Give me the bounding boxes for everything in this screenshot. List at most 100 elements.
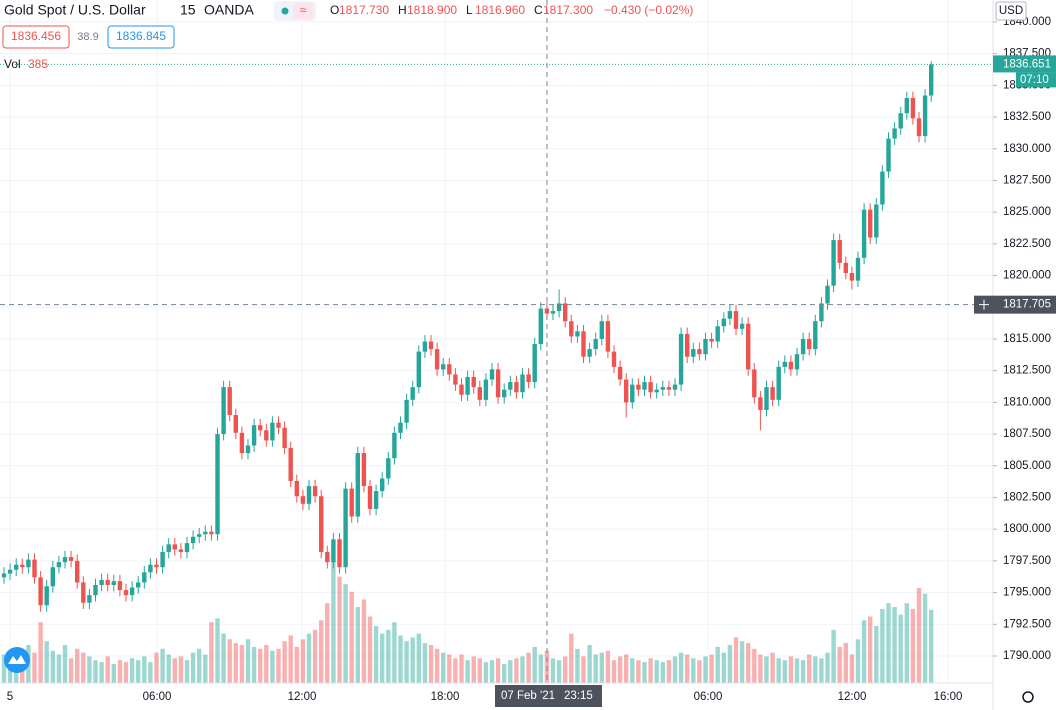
candle-body: [788, 361, 794, 370]
volume-bar: [477, 658, 482, 683]
volume-bar: [636, 660, 641, 683]
candle-body: [75, 560, 80, 583]
candle-layer: [1, 61, 934, 612]
volume-bar: [508, 660, 513, 683]
candle-body: [325, 552, 330, 563]
ohlc-value: 1816.960: [475, 3, 525, 17]
candle-body: [288, 448, 293, 481]
volume-bar: [599, 652, 604, 683]
countdown-box: [1016, 72, 1056, 88]
volume-bar: [245, 639, 251, 683]
candle-body: [800, 338, 806, 355]
candle-body: [746, 323, 751, 370]
volume-bar: [410, 637, 415, 683]
candle-body: [874, 204, 879, 238]
volume-bar: [331, 561, 336, 683]
volume-bar: [56, 654, 62, 683]
x-tick-label: 06:00: [694, 691, 723, 703]
volume-bar: [386, 629, 391, 683]
volume-bar: [685, 654, 690, 683]
candle-body: [514, 382, 519, 393]
volume-bar: [800, 660, 806, 683]
candle-body: [538, 308, 543, 345]
volume-bar: [617, 656, 623, 683]
candle-body: [508, 382, 513, 390]
ohlc-value: 1817.300: [543, 3, 593, 17]
volume-bar: [1, 654, 7, 683]
candle-body: [569, 321, 574, 337]
candle-body: [251, 425, 257, 446]
volume-bar: [215, 618, 220, 683]
volume-bar: [373, 626, 379, 683]
volume-bar: [611, 660, 617, 683]
candle-body: [880, 171, 885, 205]
candle-body: [312, 486, 318, 497]
candle-body: [184, 543, 190, 553]
logo-button[interactable]: [4, 647, 30, 673]
candle-body: [197, 534, 202, 537]
y-tick-label: 1832.500: [1003, 111, 1051, 123]
candle-body: [300, 496, 306, 504]
candle-body: [642, 382, 647, 390]
candle-body: [459, 384, 464, 395]
volume-bar: [569, 633, 574, 683]
candle-body: [81, 582, 86, 603]
volume-bar: [459, 654, 464, 683]
volume-bar: [154, 652, 159, 683]
candle-body: [154, 564, 159, 568]
volume-bar: [868, 616, 873, 683]
candle-body: [526, 374, 531, 383]
volume-bar: [855, 639, 861, 683]
candle-body: [343, 488, 348, 568]
bid-box[interactable]: [2, 25, 70, 49]
candle-body: [209, 531, 214, 535]
volume-bar: [666, 660, 672, 683]
last-price: 1836.651: [1003, 58, 1051, 70]
volume-bar: [916, 588, 922, 683]
candle-body: [404, 399, 409, 423]
volume-bar: [264, 645, 269, 683]
candle-body: [56, 562, 62, 568]
candle-body: [471, 377, 476, 388]
volume-bar: [581, 656, 586, 683]
crosshair-plus[interactable]: [979, 299, 989, 310]
y-tick-label: 1807.500: [1003, 428, 1051, 440]
volume-bar: [502, 664, 507, 683]
y-tick-label: 1830.000: [1003, 143, 1051, 155]
candle-body: [7, 569, 13, 574]
settings-button[interactable]: [1022, 691, 1034, 703]
candle-body: [794, 354, 800, 370]
candle-body: [148, 564, 153, 573]
volume-bar: [50, 650, 55, 683]
candle-body: [99, 579, 104, 585]
volume-bar: [483, 662, 489, 683]
candle-body: [758, 397, 763, 410]
volume-bar: [746, 643, 751, 683]
candle-body: [916, 118, 922, 137]
volume-bar: [160, 648, 165, 683]
volume-bar: [672, 656, 678, 683]
volume-bar: [422, 643, 428, 683]
candle-body: [782, 361, 787, 367]
candle-body: [245, 445, 251, 454]
y-tick-label: 1820.000: [1003, 270, 1051, 282]
volume-bar: [7, 660, 13, 683]
candle-body: [648, 382, 653, 393]
volume-bar: [312, 629, 318, 683]
volume-bar: [288, 635, 293, 683]
candle-body: [727, 311, 733, 319]
candle-body: [453, 374, 458, 385]
candle-body: [660, 387, 665, 390]
volume-bar: [465, 660, 470, 683]
volume-bar: [843, 643, 848, 683]
currency-box[interactable]: [995, 1, 1027, 21]
y-tick-label: 1795.000: [1003, 587, 1051, 599]
candle-body: [380, 478, 385, 492]
x-tick-label: 06:00: [143, 691, 172, 703]
volume-bar: [605, 650, 611, 683]
volume-bar: [428, 645, 434, 683]
volume-bar: [209, 622, 214, 683]
ask-box[interactable]: [107, 25, 175, 49]
volume-bar: [129, 658, 135, 683]
interval: 15: [180, 2, 196, 18]
